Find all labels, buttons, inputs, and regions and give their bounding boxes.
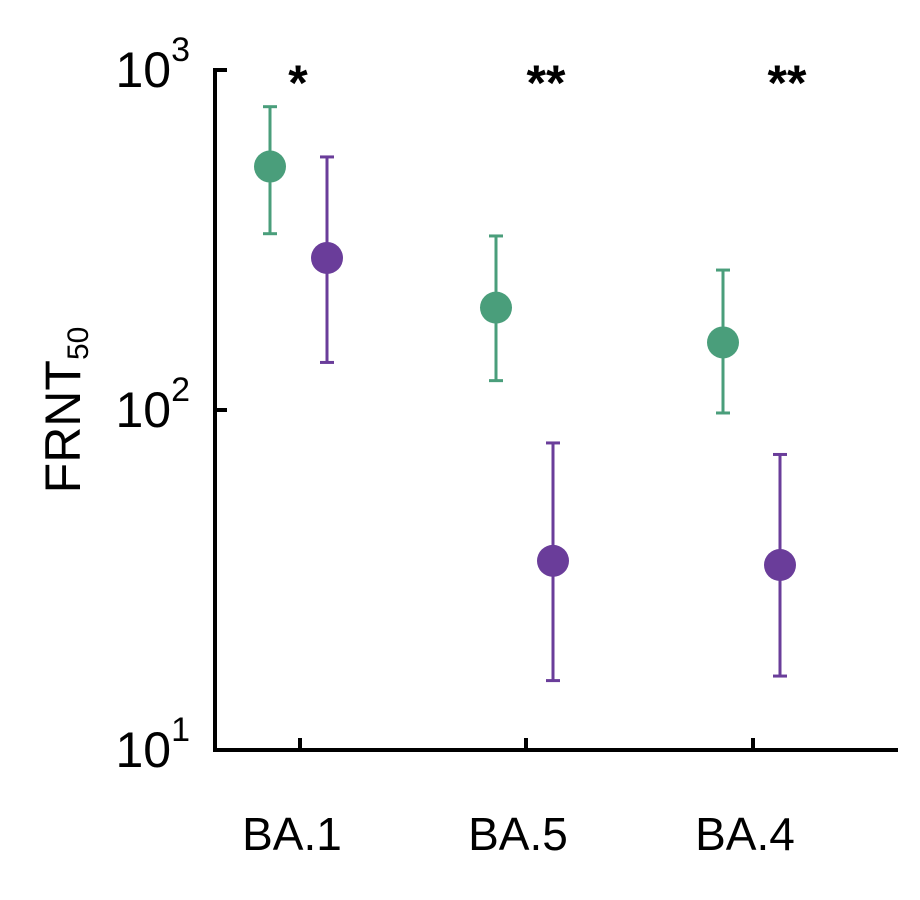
significance-marker: * xyxy=(288,55,308,111)
data-point xyxy=(707,326,739,359)
y-tick-label: 101 xyxy=(115,711,190,778)
data-point xyxy=(480,291,512,324)
x-category-label: BA.4 xyxy=(695,808,795,860)
y-tick-label-base: 10 xyxy=(115,382,171,438)
y-tick-label-exponent: 2 xyxy=(171,371,190,409)
y-axis-title-main: FRNT xyxy=(35,360,91,493)
significance-markers: * ** ** xyxy=(288,55,807,111)
y-tick-label-base: 10 xyxy=(115,42,171,98)
y-axis-title: FRNT50 xyxy=(35,327,95,494)
x-category-label: BA.1 xyxy=(242,808,342,860)
y-tick-label-base: 10 xyxy=(115,722,171,778)
y-axis-title-subscript: 50 xyxy=(62,327,95,360)
data-point xyxy=(311,241,343,274)
data-point xyxy=(254,150,286,183)
y-tick-label: 102 xyxy=(115,371,190,438)
axes xyxy=(213,68,898,752)
y-tick-label-exponent: 1 xyxy=(171,711,190,749)
data-point xyxy=(764,549,796,582)
y-tick-label: 103 xyxy=(115,31,190,98)
y-tick-label-exponent: 3 xyxy=(171,31,190,69)
significance-marker: ** xyxy=(768,55,807,111)
data-point xyxy=(537,544,569,577)
x-ticks: BA.1 BA.5 BA.4 xyxy=(242,738,795,860)
significance-marker: ** xyxy=(527,55,566,111)
x-category-label: BA.5 xyxy=(468,808,568,860)
data-series xyxy=(254,105,796,683)
